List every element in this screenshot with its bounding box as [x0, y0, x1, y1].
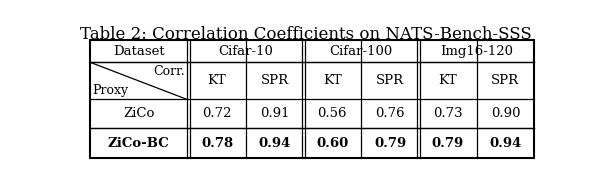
Text: 0.79: 0.79 — [374, 137, 406, 150]
Text: 0.78: 0.78 — [201, 137, 233, 150]
Text: 0.73: 0.73 — [433, 107, 463, 120]
Text: KT: KT — [323, 74, 342, 87]
Text: KT: KT — [439, 74, 457, 87]
Text: 0.79: 0.79 — [432, 137, 464, 150]
Text: Corr.: Corr. — [153, 65, 185, 78]
Text: Proxy: Proxy — [92, 84, 128, 97]
Text: 0.90: 0.90 — [490, 107, 520, 120]
Text: ZiCo: ZiCo — [123, 107, 155, 120]
Text: Dataset: Dataset — [113, 45, 165, 58]
Text: 0.56: 0.56 — [318, 107, 347, 120]
Text: Img16-120: Img16-120 — [440, 45, 513, 58]
Text: 0.72: 0.72 — [202, 107, 232, 120]
Text: SPR: SPR — [491, 74, 519, 87]
Text: 0.76: 0.76 — [375, 107, 405, 120]
Text: Cifar-100: Cifar-100 — [330, 45, 393, 58]
Text: KT: KT — [208, 74, 226, 87]
Text: SPR: SPR — [376, 74, 404, 87]
Text: 0.60: 0.60 — [316, 137, 349, 150]
Text: 0.94: 0.94 — [489, 137, 522, 150]
Text: ZiCo-BC: ZiCo-BC — [108, 137, 170, 150]
Text: 0.94: 0.94 — [259, 137, 291, 150]
Text: Table 2: Correlation Coefficients on NATS-Bench-SSS: Table 2: Correlation Coefficients on NAT… — [80, 26, 532, 43]
Text: Cifar-10: Cifar-10 — [219, 45, 273, 58]
Text: SPR: SPR — [260, 74, 289, 87]
Text: 0.91: 0.91 — [260, 107, 289, 120]
